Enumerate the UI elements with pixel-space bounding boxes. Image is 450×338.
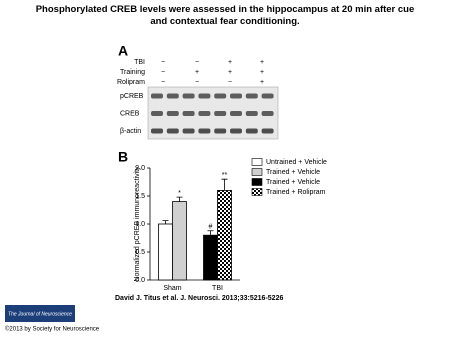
condition-mark: + xyxy=(260,59,264,66)
band xyxy=(261,93,274,99)
condition-mark: − xyxy=(195,79,199,86)
condition-mark: − xyxy=(161,79,165,86)
y-tick-label: 2.0 xyxy=(135,165,145,172)
bar xyxy=(172,201,187,281)
x-tick-label: Sham xyxy=(163,285,181,292)
band xyxy=(182,111,195,116)
legend-label: Trained + Vehicle xyxy=(266,169,320,176)
condition-mark: − xyxy=(195,59,199,66)
legend-key xyxy=(251,168,263,176)
condition-label: Rolipram xyxy=(117,79,145,86)
significance-marker: * xyxy=(178,190,181,197)
journal-logo xyxy=(5,305,75,322)
condition-mark: + xyxy=(228,59,232,66)
band xyxy=(151,111,163,116)
band xyxy=(261,128,274,134)
band xyxy=(151,128,163,134)
bar xyxy=(203,234,218,281)
band xyxy=(214,111,227,116)
band xyxy=(230,93,242,99)
condition-mark: − xyxy=(161,59,165,66)
condition-mark: + xyxy=(228,69,232,76)
y-tick-label: 0.0 xyxy=(135,277,145,284)
band xyxy=(214,128,227,134)
legend-key xyxy=(251,188,263,196)
error-bar xyxy=(162,220,169,224)
citation: David J. Titus et al. J. Neurosci. 2013;… xyxy=(115,295,283,302)
band xyxy=(166,128,179,134)
condition-mark: − xyxy=(161,69,165,76)
band xyxy=(245,111,258,116)
y-tick-label: 0.5 xyxy=(135,249,145,256)
condition-mark: + xyxy=(260,79,264,86)
y-axis-label: Normalized pCREB immunoreactivity xyxy=(134,166,141,282)
panel-label: A xyxy=(118,43,128,59)
band xyxy=(245,128,258,134)
title: Phosphorylated CREB levels were assessed… xyxy=(35,4,415,27)
condition-mark: + xyxy=(195,69,199,76)
condition-mark: + xyxy=(260,69,264,76)
x-tick-label: TBI xyxy=(212,285,223,292)
band xyxy=(198,93,211,99)
legend-key xyxy=(251,158,263,166)
band xyxy=(182,128,195,134)
bar xyxy=(158,223,173,281)
band xyxy=(198,111,211,116)
legend-label: Trained + Vehicle xyxy=(266,179,320,186)
band xyxy=(166,93,179,99)
condition-mark: − xyxy=(228,79,232,86)
legend-label: Trained + Rolipram xyxy=(266,189,326,196)
blot-row-label: β-actin xyxy=(120,128,141,135)
significance-marker: # xyxy=(209,224,213,231)
journal-name: The Journal of Neuroscience xyxy=(8,311,72,317)
legend-key xyxy=(251,178,263,186)
error-bar xyxy=(207,230,214,236)
blot-row-label: CREB xyxy=(120,110,140,117)
band xyxy=(230,128,242,134)
band xyxy=(245,93,258,99)
copyright: ©2013 by Society for Neuroscience xyxy=(5,326,100,333)
band xyxy=(166,111,179,116)
significance-marker: ** xyxy=(222,172,228,179)
error-bar xyxy=(176,196,183,202)
panel-label: B xyxy=(118,149,128,165)
bar xyxy=(217,189,232,281)
band xyxy=(151,93,163,99)
y-tick-label: 1.0 xyxy=(135,221,145,228)
band xyxy=(182,93,195,99)
band xyxy=(198,128,211,134)
condition-label: TBI xyxy=(134,59,145,66)
blot-row-label: pCREB xyxy=(120,93,144,100)
band xyxy=(261,111,274,116)
y-tick-label: 1.5 xyxy=(135,193,145,200)
band xyxy=(214,93,227,99)
legend-label: Untrained + Vehicle xyxy=(266,159,327,166)
condition-label: Training xyxy=(120,69,145,76)
error-bar xyxy=(221,178,228,191)
band xyxy=(230,111,242,116)
